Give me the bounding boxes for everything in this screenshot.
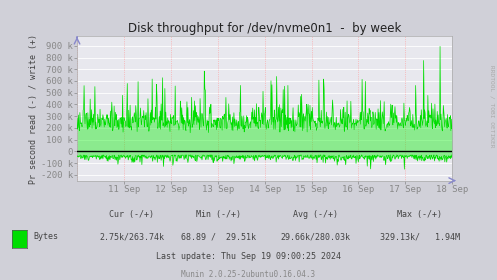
Text: Bytes: Bytes [34,232,59,241]
Text: 2.75k/263.74k: 2.75k/263.74k [99,232,164,241]
Text: Munin 2.0.25-2ubuntu0.16.04.3: Munin 2.0.25-2ubuntu0.16.04.3 [181,270,316,279]
Text: 329.13k/   1.94M: 329.13k/ 1.94M [380,232,460,241]
Text: Avg (-/+): Avg (-/+) [293,210,338,219]
Text: Min (-/+): Min (-/+) [196,210,241,219]
Text: Max (-/+): Max (-/+) [398,210,442,219]
Text: 29.66k/280.03k: 29.66k/280.03k [281,232,350,241]
Text: 68.89 /  29.51k: 68.89 / 29.51k [181,232,256,241]
Text: Last update: Thu Sep 19 09:00:25 2024: Last update: Thu Sep 19 09:00:25 2024 [156,252,341,261]
Title: Disk throughput for /dev/nvme0n1  -  by week: Disk throughput for /dev/nvme0n1 - by we… [128,22,402,35]
Text: Cur (-/+): Cur (-/+) [109,210,154,219]
Y-axis label: Pr second read (-) / write (+): Pr second read (-) / write (+) [29,34,38,183]
Text: RRDTOOL / TOBI OETIKER: RRDTOOL / TOBI OETIKER [490,65,495,148]
